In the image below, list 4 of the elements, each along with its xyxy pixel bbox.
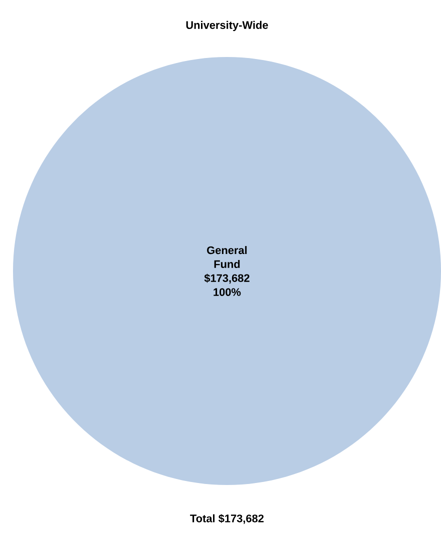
chart-title: University-Wide [186, 20, 268, 32]
slice-label: General Fund [207, 246, 247, 268]
data-label: $173,682 100% [204, 274, 250, 296]
text: Total $173,682 [190, 514, 264, 524]
